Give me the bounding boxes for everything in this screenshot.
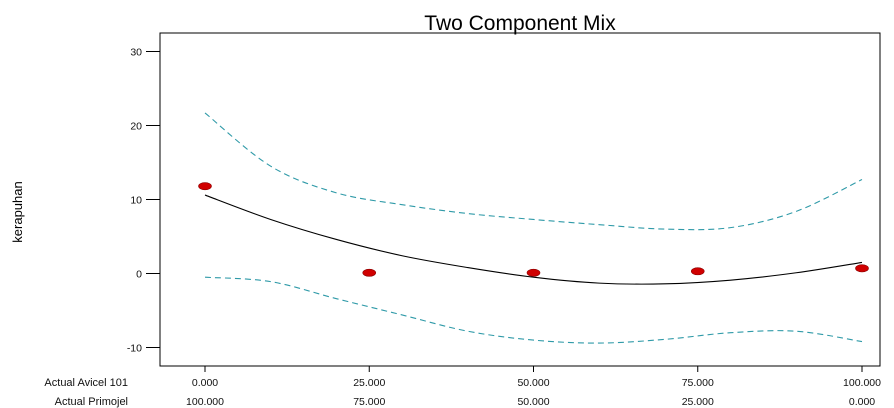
data-point — [526, 268, 541, 277]
y-tick-label: 10 — [130, 195, 142, 207]
y-tick-label: -10 — [127, 343, 142, 355]
data-point — [855, 264, 869, 273]
x-tick-label-secondary: 75.000 — [353, 396, 385, 408]
x-tick-label-secondary: 100.000 — [186, 396, 224, 408]
lower-ci-line — [204, 276, 863, 344]
y-tick-label: 30 — [130, 47, 142, 59]
x-tick-label: 75.000 — [682, 377, 714, 389]
x-tick-label: 25.000 — [353, 377, 385, 389]
data-point — [198, 182, 212, 191]
x-axis-label-secondary: Actual Primojel — [55, 396, 128, 408]
x-tick-label: 100.000 — [843, 377, 881, 389]
x-tick-label-secondary: 25.000 — [682, 396, 714, 408]
x-tick-label: 0.000 — [192, 377, 218, 389]
x-tick-label: 50.000 — [517, 377, 549, 389]
x-tick-label-secondary: 0.000 — [849, 396, 875, 408]
fit-line — [204, 194, 863, 285]
data-point — [690, 267, 705, 276]
data-point — [362, 268, 377, 277]
y-tick-label: 0 — [136, 269, 142, 281]
plot-area — [159, 32, 881, 367]
y-tick-label: 20 — [130, 121, 142, 133]
y-axis-label: kerapuhan — [10, 181, 25, 242]
upper-ci-line — [204, 112, 863, 231]
x-axis-label-primary: Actual Avicel 101 — [44, 377, 128, 389]
x-tick-label-secondary: 50.000 — [517, 396, 549, 408]
chart-title: Two Component Mix — [424, 12, 616, 35]
